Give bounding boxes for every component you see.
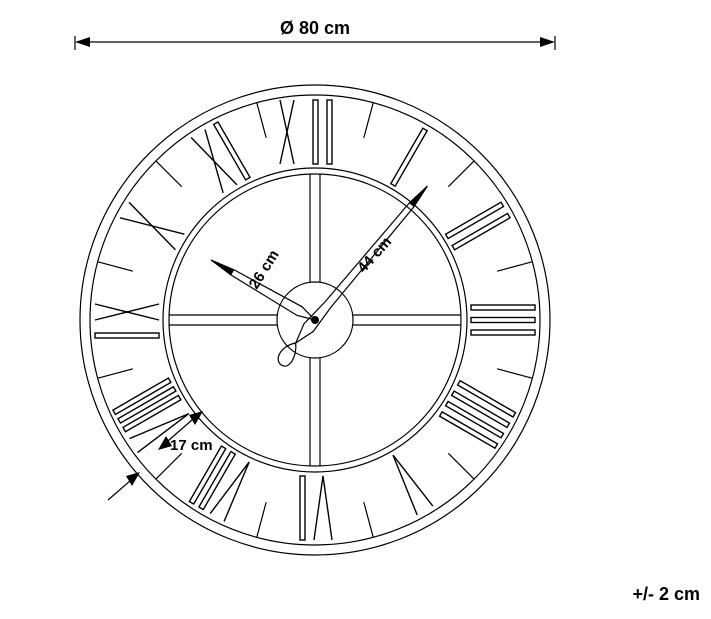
clock-face: [80, 85, 550, 555]
clock-dimension-diagram: Ø 80 cm: [0, 0, 711, 619]
hour-hand-label: 26 cm: [246, 247, 283, 292]
hour-hand-dimension: 26 cm: [246, 247, 283, 292]
band-depth-label: 17 cm: [170, 437, 213, 454]
minute-hand-dimension: 44 cm: [354, 233, 395, 276]
minute-hand-label: 44 cm: [354, 233, 395, 276]
diameter-dimension: Ø 80 cm: [75, 18, 555, 50]
diameter-label: Ø 80 cm: [280, 18, 350, 38]
tolerance-label: +/- 2 cm: [632, 584, 700, 604]
